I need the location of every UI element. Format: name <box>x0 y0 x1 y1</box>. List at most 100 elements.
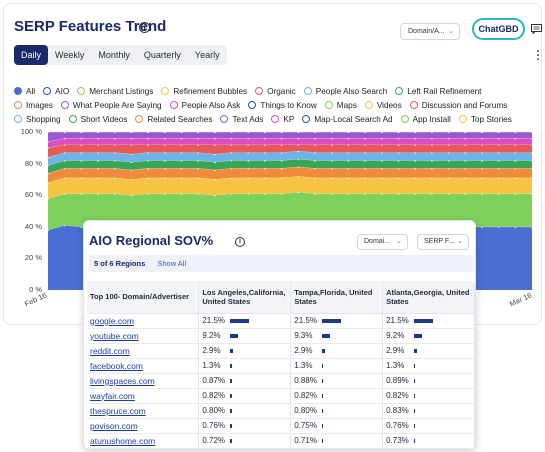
data-point[interactable] <box>146 132 150 134</box>
column-header-region[interactable]: Atlanta,Georgia, United States <box>382 281 475 314</box>
legend-item-discussion-and-forums[interactable]: Discussion and Forums <box>409 101 507 110</box>
column-header-region[interactable]: Tampa,Florida, United States <box>290 281 384 314</box>
legend-item-top-stories[interactable]: Top Stories <box>458 115 512 124</box>
legend-item-images[interactable]: Images <box>14 101 53 110</box>
legend-item-people-also-ask[interactable]: People Also Ask <box>169 101 240 110</box>
data-point[interactable] <box>430 132 434 134</box>
area-series-people-also-ask[interactable] <box>48 138 532 148</box>
legend-item-people-also-search[interactable]: People Also Search <box>303 87 387 96</box>
area-series-images[interactable] <box>48 166 532 183</box>
data-point[interactable] <box>296 132 300 134</box>
tab-monthly[interactable]: Monthly <box>98 50 130 60</box>
data-point[interactable] <box>79 132 83 134</box>
area-series-short-videos[interactable] <box>48 158 532 174</box>
area-series-refinement-bubbles[interactable] <box>48 176 532 199</box>
domain-link[interactable]: reddit.com <box>90 345 130 356</box>
data-point[interactable] <box>497 132 501 134</box>
domain-link[interactable]: google.com <box>90 315 134 326</box>
data-point[interactable] <box>48 132 50 134</box>
data-point[interactable] <box>396 132 401 134</box>
domain-link[interactable]: youtube.com <box>90 330 139 341</box>
area-series-organic[interactable] <box>48 144 532 158</box>
chevron-down-icon: ⌄ <box>457 238 463 245</box>
data-point[interactable] <box>96 132 100 134</box>
info-icon[interactable]: i <box>235 237 245 247</box>
data-point[interactable] <box>230 132 234 134</box>
data-point[interactable] <box>346 132 350 134</box>
data-point[interactable] <box>113 132 117 134</box>
data-point[interactable] <box>513 132 517 134</box>
legend-item-kp[interactable]: KP <box>271 115 294 124</box>
sov-feature-select[interactable]: SERP F... ⌄ <box>417 234 469 250</box>
domain-cell: povison.com <box>87 418 200 434</box>
data-point[interactable] <box>163 132 167 134</box>
legend-item-all[interactable]: All <box>14 87 35 96</box>
sov-value: 0.73% <box>386 436 409 445</box>
info-icon[interactable]: i <box>139 22 150 33</box>
legend-item-app-install[interactable]: App Install <box>400 114 451 124</box>
data-point[interactable] <box>363 132 367 134</box>
data-point[interactable] <box>530 132 532 134</box>
domain-link[interactable]: atunushome.com <box>90 435 156 446</box>
x-tick-end: Mar 16 <box>508 290 534 309</box>
domain-link[interactable]: livingspaces.com <box>90 375 155 386</box>
data-point[interactable] <box>63 132 67 134</box>
legend-item-aio[interactable]: AIO <box>43 87 69 96</box>
tab-quarterly[interactable]: Quarterly <box>143 50 181 60</box>
legend-item-maps[interactable]: Maps <box>324 101 357 110</box>
legend-item-merchant-listings[interactable]: Merchant Listings <box>77 87 153 96</box>
legend-item-related-searches[interactable]: Related Searches <box>135 115 212 124</box>
tab-daily[interactable]: Daily <box>14 45 49 65</box>
data-point[interactable] <box>447 132 451 134</box>
domain-link[interactable]: thespruce.com <box>90 405 146 416</box>
data-point[interactable] <box>179 132 184 134</box>
data-point[interactable] <box>380 132 384 134</box>
show-all-link[interactable]: Show All <box>157 259 187 268</box>
sov-bar <box>414 378 416 383</box>
data-point[interactable] <box>196 132 200 134</box>
legend-item-map-local-search-ad[interactable]: Map-Local Search Ad <box>302 115 393 124</box>
data-point[interactable] <box>246 132 250 134</box>
data-point[interactable] <box>313 132 317 134</box>
sov-domain-select[interactable]: Domai... ⌄ <box>357 234 408 250</box>
area-series-what-people-are-saying[interactable] <box>48 132 532 142</box>
data-point[interactable] <box>413 132 417 134</box>
legend-item-videos[interactable]: Videos <box>364 101 402 110</box>
domain-cell: atunushome.com <box>87 433 200 449</box>
data-point[interactable] <box>129 132 133 134</box>
legend-label: App Install <box>412 114 451 124</box>
legend-item-short-videos[interactable]: Short Videos <box>68 115 127 124</box>
legend-item-refinement-bubbles[interactable]: Refinement Bubbles <box>161 87 247 96</box>
kebab-menu-icon[interactable]: ... <box>536 43 540 63</box>
table-row: povison.com 0.76% 0.75% 0.76% <box>87 418 475 434</box>
legend-label: Related Searches <box>147 114 213 124</box>
sov-cell: 0.83% <box>382 403 475 419</box>
area-series-people-also-search[interactable] <box>48 151 532 166</box>
data-point[interactable] <box>213 132 217 134</box>
tab-weekly[interactable]: Weekly <box>55 50 85 60</box>
legend-item-things-to-know[interactable]: Things to Know <box>248 101 317 110</box>
legend-item-shopping[interactable]: Shopping <box>14 115 61 124</box>
data-point[interactable] <box>463 132 467 134</box>
y-tick-label: 0 % <box>29 285 42 294</box>
domain-link[interactable]: wayfair.com <box>90 390 135 401</box>
column-header-region[interactable]: Los Angeles,California, United States <box>198 281 292 314</box>
legend-item-text-ads[interactable]: Text Ads <box>220 115 263 124</box>
chatgbd-button[interactable]: ChatGBD <box>472 18 525 40</box>
sov-cell: 0.89% <box>382 373 475 389</box>
tab-yearly[interactable]: Yearly <box>194 50 220 60</box>
sov-bar <box>414 438 416 443</box>
comment-icon[interactable] <box>531 24 542 34</box>
data-point[interactable] <box>280 132 284 134</box>
legend-item-left-rail-refinement[interactable]: Left Rail Refinement <box>395 87 481 96</box>
domain-link[interactable]: facebook.com <box>90 360 143 371</box>
legend-item-organic[interactable]: Organic <box>255 87 296 96</box>
data-point[interactable] <box>330 132 334 134</box>
data-point[interactable] <box>480 132 484 134</box>
legend-item-what-people-are-saying[interactable]: What People Are Saying <box>60 101 162 110</box>
sov-cell: 0.80% <box>198 403 292 419</box>
domain-select[interactable]: Domain/A... ⌄ <box>400 23 460 40</box>
domain-link[interactable]: povison.com <box>90 420 138 431</box>
data-point[interactable] <box>263 132 267 134</box>
column-header-domain[interactable]: Top 100- Domain/Advertiser <box>87 281 200 314</box>
